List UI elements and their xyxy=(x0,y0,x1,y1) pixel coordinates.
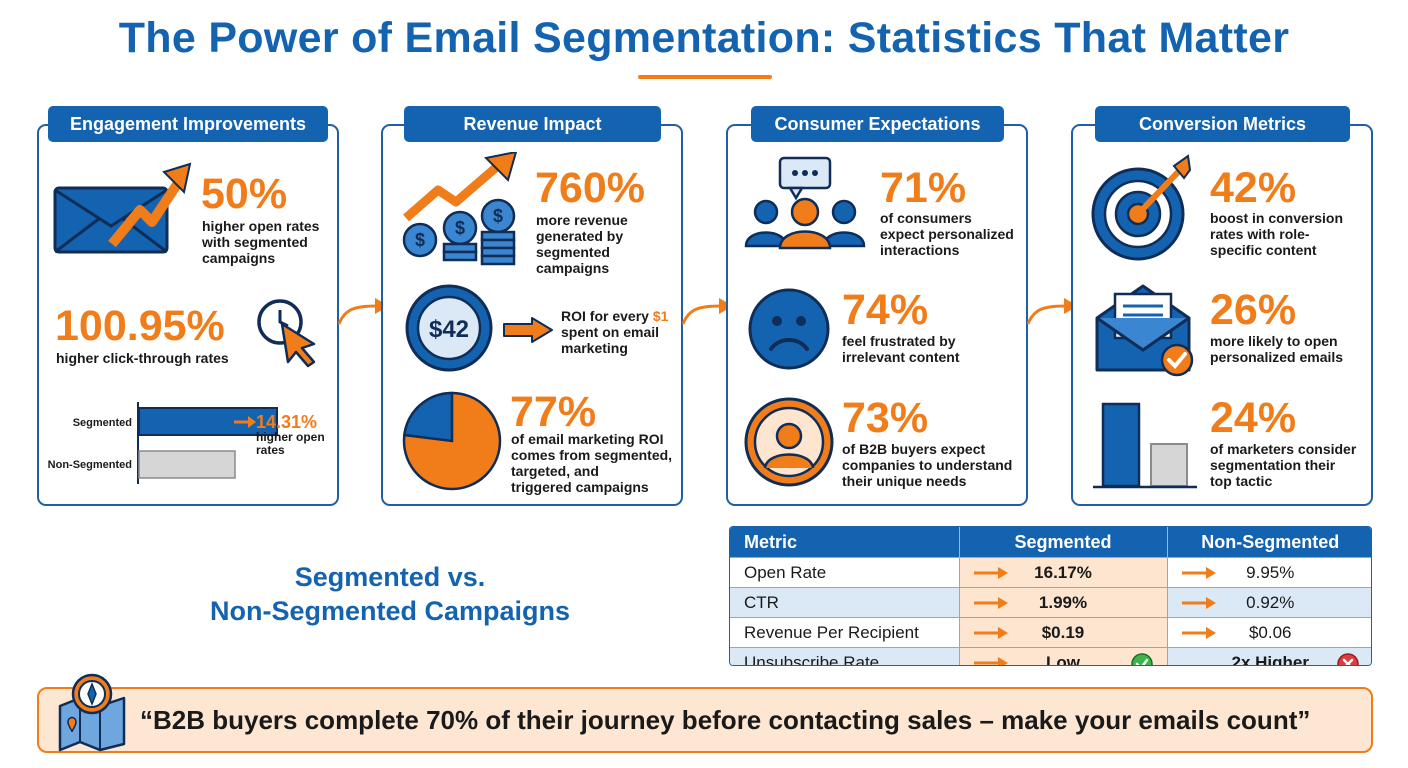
stat-value: 77% xyxy=(510,388,597,436)
stat-value: 26% xyxy=(1210,286,1297,334)
stat-description: boost in conversion rates with role-speci… xyxy=(1210,210,1344,258)
svg-text:$: $ xyxy=(415,230,425,250)
arrow-right-icon xyxy=(973,597,1008,609)
svg-text:$: $ xyxy=(455,218,465,238)
cursor-click-icon xyxy=(257,299,316,368)
stat-value: 50% xyxy=(201,170,288,218)
panel-heading-engagement: Engagement Improvements xyxy=(48,106,328,142)
bar-label-segmented: Segmented xyxy=(73,417,132,429)
stat-value: 42% xyxy=(1210,164,1297,212)
stat-value: 73% xyxy=(842,394,929,442)
stat-description: higher click-through rates xyxy=(56,350,229,366)
stat-description: feel frustrated by irrelevant content xyxy=(842,333,960,365)
segmented-cell: $0.19 xyxy=(959,617,1168,648)
stat-description: of email marketing ROI comes from segment… xyxy=(511,431,673,495)
panel-heading-revenue: Revenue Impact xyxy=(404,106,661,142)
non-segmented-cell: 2x Higher xyxy=(1167,647,1371,665)
table-row: Revenue Per Recipient $0.19 $0.06 xyxy=(730,617,1371,648)
non-segmented-cell: 0.92% xyxy=(1167,587,1371,618)
stat-description: of B2B buyers expect companies to underst… xyxy=(842,441,1013,489)
bar-label-non-segmented: Non-Segmented xyxy=(48,459,132,471)
stat-value: 71% xyxy=(880,164,967,212)
arrow-right-icon xyxy=(973,627,1008,639)
arrow-right-icon xyxy=(1181,597,1216,609)
bar-note: higher open xyxy=(256,430,325,444)
bar-non-segmented xyxy=(138,450,236,479)
stat-value: 74% xyxy=(842,286,929,334)
metric-cell: CTR xyxy=(730,587,960,618)
table-row: CTR 1.99% 0.92% xyxy=(730,587,1371,618)
segmented-cell: Low xyxy=(959,647,1168,665)
stat-value: 760% xyxy=(535,164,645,212)
arrow-right-icon xyxy=(1181,627,1216,639)
roi-arrow xyxy=(503,317,553,343)
pie-slice-other xyxy=(402,391,454,443)
table-row: Open Rate 16.17% 9.95% xyxy=(730,557,1371,588)
table-row: Unsubscribe Rate Low 2x Higher xyxy=(730,647,1371,665)
mini-bar-chart: Segmented Non-Segmented 14.31% higher op… xyxy=(48,402,325,484)
stat-value: 100.95% xyxy=(55,302,225,350)
pie-chart-icon xyxy=(402,391,502,491)
roi-value: $42 xyxy=(429,316,469,343)
table-header: Segmented xyxy=(959,527,1168,558)
target-icon xyxy=(1091,154,1192,261)
stat-description: of marketers consider segmentation their t… xyxy=(1210,441,1357,489)
stat-value: 24% xyxy=(1210,394,1297,442)
comparison-title: Segmented vs. Non-Segmented Campaigns xyxy=(209,562,571,626)
arrow-right-icon xyxy=(973,567,1008,579)
segmented-cell: 16.17% xyxy=(959,557,1168,588)
table-header: Metric xyxy=(730,527,960,558)
x-circle-icon xyxy=(1337,653,1359,665)
stat-description: of consumers expect personalized interacti… xyxy=(880,210,1014,258)
metric-cell: Unsubscribe Rate xyxy=(730,647,960,665)
segmented-cell: 1.99% xyxy=(959,587,1168,618)
metric-cell: Revenue Per Recipient xyxy=(730,617,960,648)
svg-text:$: $ xyxy=(493,206,503,226)
people-chat-icon xyxy=(744,156,866,250)
stat-description: more revenue generated by segmented campaig… xyxy=(536,212,628,276)
map-compass-icon xyxy=(58,673,126,752)
page-title: The Power of Email Segmentation: Statist… xyxy=(118,14,1290,62)
comparison-table: Metric Segmented Non-Segmented Open Rate… xyxy=(729,526,1372,666)
user-profile-icon xyxy=(744,397,834,487)
roi-coin-icon: $42 xyxy=(405,284,493,372)
bar-chart-icon xyxy=(1093,402,1197,489)
stat-description: higher open rates with segmented campaigns xyxy=(202,218,320,266)
open-envelope-check-icon xyxy=(1095,284,1194,377)
bar-value-label: 14.31% xyxy=(256,412,317,432)
coins-growth-icon: $ $ $ xyxy=(402,152,518,266)
envelope-trend-icon xyxy=(53,162,192,254)
title-underline xyxy=(638,75,772,79)
bar-note: rates xyxy=(256,443,285,457)
non-segmented-cell: $0.06 xyxy=(1167,617,1371,648)
stat-description: ROI for every $1 spent on email marketing xyxy=(561,308,669,356)
table-header: Non-Segmented xyxy=(1167,527,1371,558)
metric-cell: Open Rate xyxy=(730,557,960,588)
check-circle-icon xyxy=(1130,653,1153,665)
arrow-right-icon xyxy=(973,657,1008,665)
panel-heading-conversion: Conversion Metrics xyxy=(1095,106,1350,142)
quote-text: “B2B buyers complete 70% of their journe… xyxy=(140,705,1311,735)
sad-face-icon xyxy=(748,288,830,370)
panel-heading-consumer: Consumer Expectations xyxy=(751,106,1004,142)
arrow-right-icon xyxy=(1181,567,1216,579)
stat-description: more likely to open personalized emails xyxy=(1210,333,1344,365)
quote-banner xyxy=(37,687,1373,753)
non-segmented-cell: 9.95% xyxy=(1167,557,1371,588)
